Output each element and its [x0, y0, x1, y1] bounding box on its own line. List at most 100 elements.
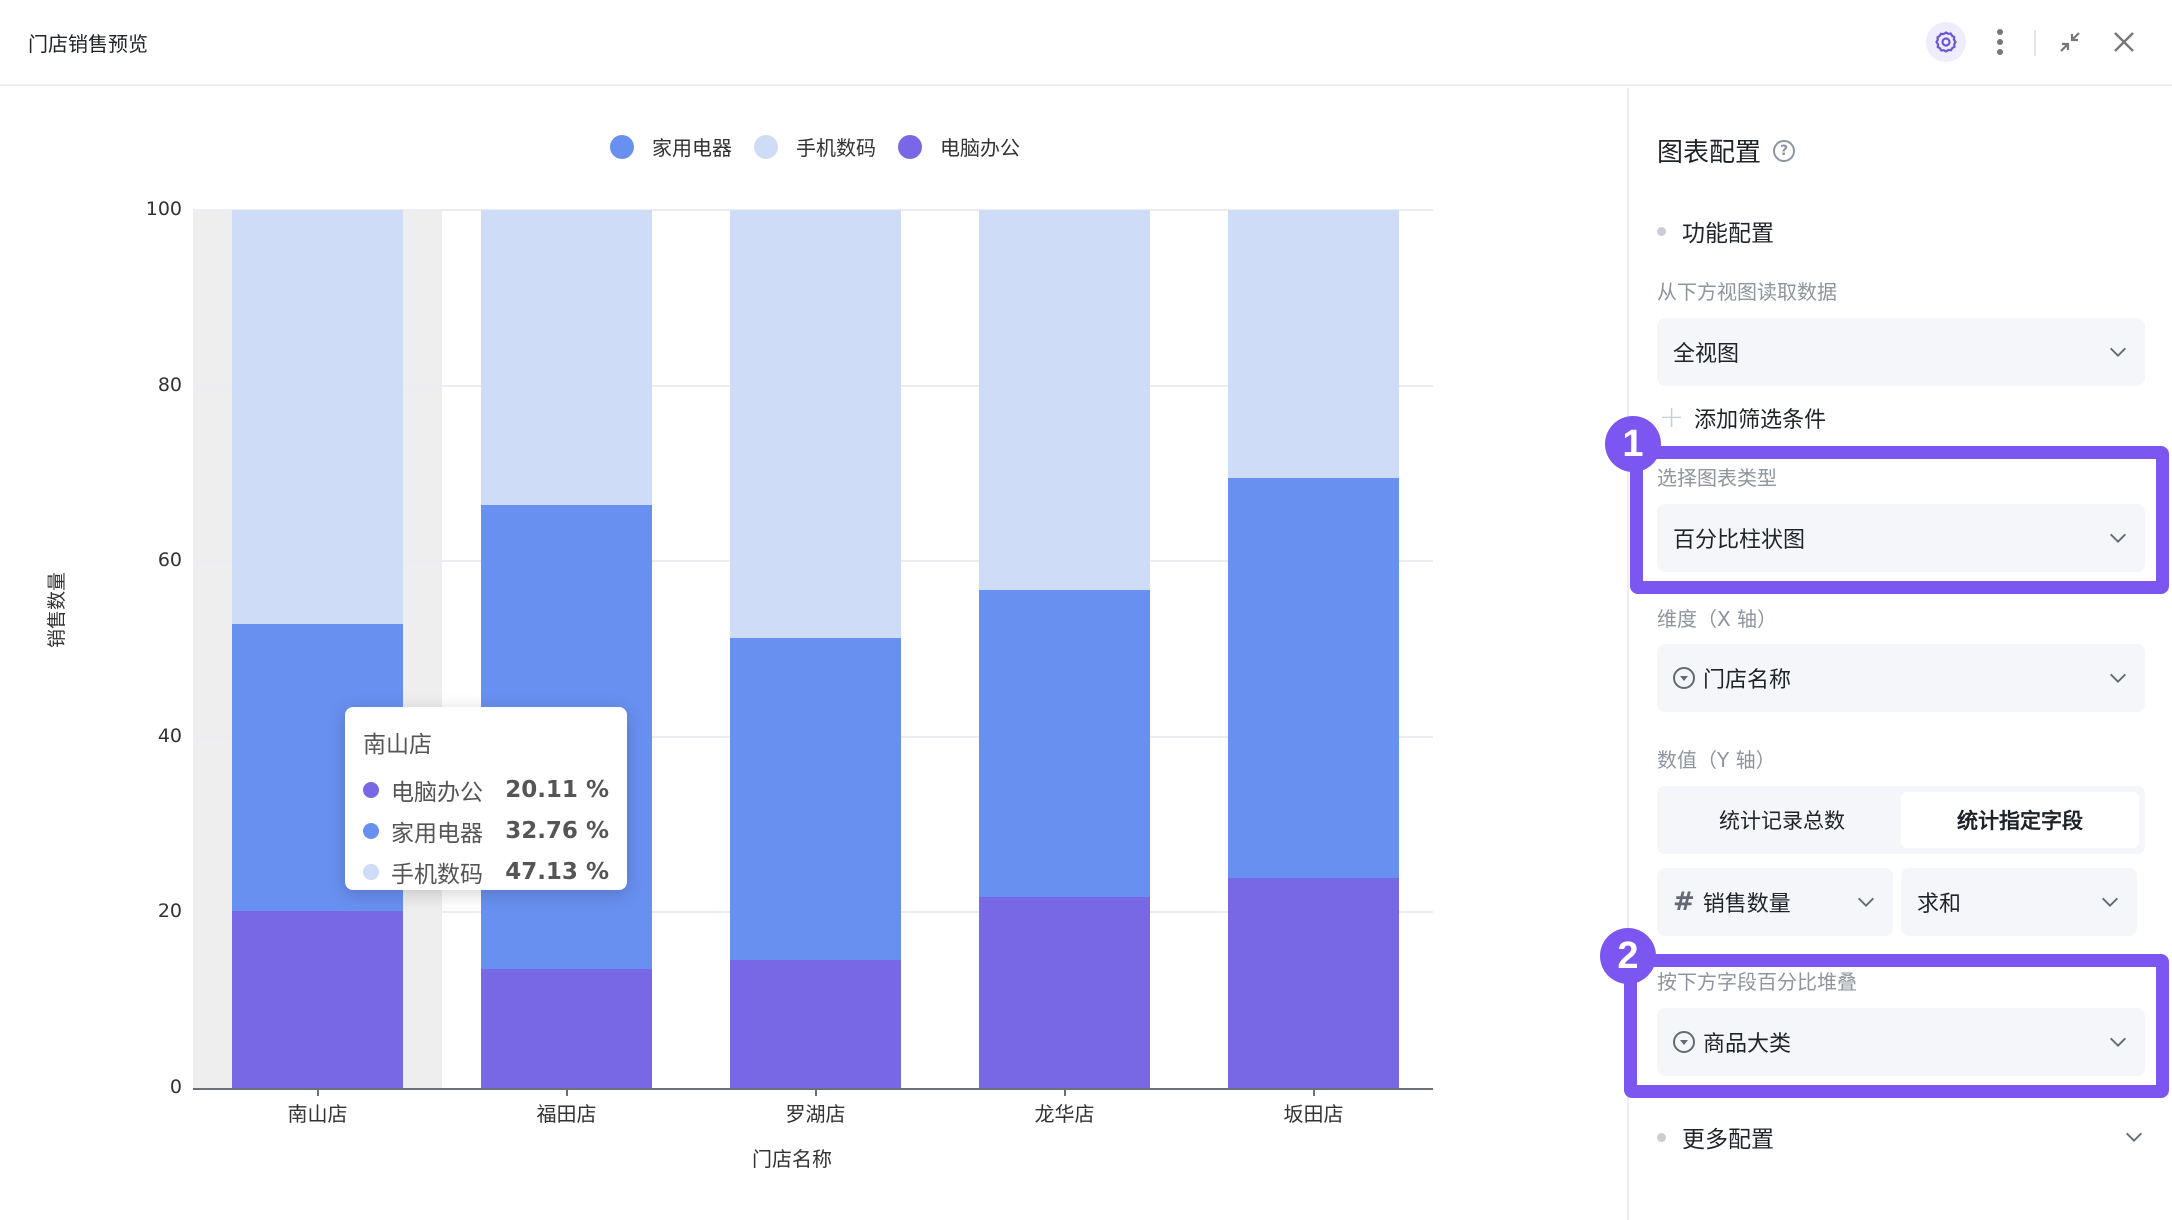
legend-label: 手机数码: [796, 136, 876, 160]
y-axis-title: 销售数量: [46, 571, 68, 648]
tooltip-row: 手机数码 47.13 %: [363, 851, 609, 892]
chart-type-label: 选择图表类型: [1657, 466, 1777, 490]
legend-item-phones[interactable]: 手机数码: [754, 132, 876, 161]
plus-icon: +: [1659, 400, 1685, 435]
bar-segment[interactable]: [1228, 878, 1399, 1088]
bullet-icon: [1657, 1132, 1666, 1142]
bar-stack[interactable]: [481, 210, 652, 1088]
y-axis-label: 数值（Y 轴）: [1657, 748, 1776, 772]
x-tick-label: 坂田店: [1283, 1102, 1344, 1126]
bar-segment[interactable]: [232, 210, 403, 624]
help-icon[interactable]: ?: [1773, 139, 1796, 162]
add-filter-button[interactable]: + 添加筛选条件: [1659, 400, 1826, 435]
single-select-field-icon: [1673, 667, 1695, 689]
more-button[interactable]: [1980, 22, 2020, 62]
tooltip-title: 南山店: [363, 732, 432, 758]
legend-item-computers[interactable]: 电脑办公: [898, 132, 1020, 161]
bar-stack[interactable]: [232, 210, 403, 1088]
source-view-select[interactable]: 全视图: [1657, 318, 2145, 386]
tooltip-row: 电脑办公 20.11 %: [363, 769, 609, 810]
chevron-down-icon: [2110, 347, 2126, 357]
chart-area: 家用电器 手机数码 电脑办公 销售数量 0 20 40 60 80 100 南山店 福田店罗…: [46, 132, 1433, 1171]
bar-stack[interactable]: [979, 210, 1150, 1088]
panel-title-text: 图表配置: [1657, 138, 1762, 168]
x-tick-mark: [814, 1088, 817, 1096]
select-value: 百分比柱状图: [1673, 528, 1806, 553]
x-tick-label: 南山店: [287, 1102, 348, 1126]
y-mode-toggle: 统计记录总数 统计指定字段: [1657, 786, 2145, 854]
bar-segment[interactable]: [232, 911, 403, 1088]
more-vertical-icon: [1997, 29, 2003, 55]
chart-legend: 家用电器 手机数码 电脑办公: [610, 132, 1042, 161]
x-tick-mark: [316, 1088, 319, 1096]
bar-segment[interactable]: [730, 959, 901, 1088]
bar-segment[interactable]: [979, 590, 1150, 897]
x-axis-field-select[interactable]: 门店名称: [1657, 644, 2145, 712]
series-dot-icon: [363, 863, 379, 880]
y-tick-label: 20: [157, 900, 182, 923]
x-tick-label: 福田店: [536, 1102, 597, 1126]
gear-icon: [1935, 31, 1957, 53]
y-tick-label: 80: [157, 373, 182, 396]
chevron-down-icon: [2110, 673, 2126, 683]
y-tick-label: 100: [145, 198, 182, 220]
series-dot-icon: [363, 781, 379, 798]
legend-label: 家用电器: [652, 136, 732, 160]
tooltip-value: 20.11 %: [505, 776, 609, 803]
bar-segment[interactable]: [481, 968, 652, 1088]
x-tick-mark: [565, 1088, 568, 1096]
bar-segment[interactable]: [730, 210, 901, 639]
bar-stack[interactable]: [1228, 210, 1399, 1088]
tooltip-series-name: 电脑办公: [391, 779, 483, 806]
select-value: 销售数量: [1702, 892, 1791, 917]
section-feature-config[interactable]: 功能配置: [1657, 214, 1774, 248]
y-mode-count-records[interactable]: 统计记录总数: [1719, 809, 1845, 833]
x-tick-label: 龙华店: [1034, 1102, 1095, 1126]
collapse-button[interactable]: [2050, 22, 2090, 62]
settings-button[interactable]: [1926, 22, 1966, 62]
legend-dot-icon: [754, 134, 778, 159]
add-filter-label: 添加筛选条件: [1694, 407, 1827, 433]
x-axis-label: 维度（X 轴）: [1657, 607, 1778, 631]
annotation-badge-2: 2: [1600, 928, 1656, 984]
single-select-field-icon: [1673, 1031, 1695, 1053]
bar-segment[interactable]: [730, 638, 901, 960]
tooltip-series-name: 手机数码: [391, 861, 483, 888]
y-field-select[interactable]: # 销售数量: [1657, 868, 1893, 936]
x-tick-label: 罗湖店: [785, 1102, 846, 1126]
y-tick-label: 40: [157, 724, 182, 747]
section-more-config[interactable]: 更多配置: [1657, 1120, 2145, 1154]
select-value: 门店名称: [1703, 668, 1792, 693]
aggregation-select[interactable]: 求和: [1901, 868, 2137, 936]
close-button[interactable]: [2104, 22, 2144, 62]
x-tick-mark: [1312, 1088, 1315, 1096]
highlight-box-stack-field: [1624, 954, 2169, 1098]
highlight-box-chart-type: [1630, 446, 2169, 594]
shrink-icon: [2060, 32, 2080, 52]
bullet-icon: [1657, 226, 1666, 236]
bar-segment[interactable]: [481, 210, 652, 506]
bar-segment[interactable]: [1228, 210, 1399, 478]
chevron-down-icon: [1858, 897, 1874, 907]
section-label: 更多配置: [1682, 1127, 1774, 1153]
stack-field-select[interactable]: 商品大类: [1657, 1008, 2145, 1076]
x-axis-line: [193, 1088, 1433, 1090]
legend-dot-icon: [898, 134, 922, 159]
gridline: [193, 209, 1433, 211]
y-tick-label: 60: [157, 549, 182, 572]
bar-segment[interactable]: [979, 896, 1150, 1088]
panel-title: 图表配置 ?: [1657, 132, 1796, 169]
bar-stack[interactable]: [730, 210, 901, 1088]
y-mode-field[interactable]: 统计指定字段: [1901, 792, 2139, 848]
bar-segment[interactable]: [1228, 477, 1399, 879]
close-icon: [2114, 32, 2134, 52]
bar-segment[interactable]: [979, 210, 1150, 591]
legend-label: 电脑办公: [940, 136, 1020, 160]
chevron-down-icon: [2110, 1037, 2126, 1047]
legend-item-appliances[interactable]: 家用电器: [610, 132, 732, 161]
legend-dot-icon: [610, 134, 634, 159]
number-field-icon: #: [1673, 887, 1695, 917]
chart-type-select[interactable]: 百分比柱状图: [1657, 504, 2145, 572]
tooltip-value: 47.13 %: [505, 858, 609, 885]
x-axis-title: 门店名称: [752, 1147, 832, 1171]
